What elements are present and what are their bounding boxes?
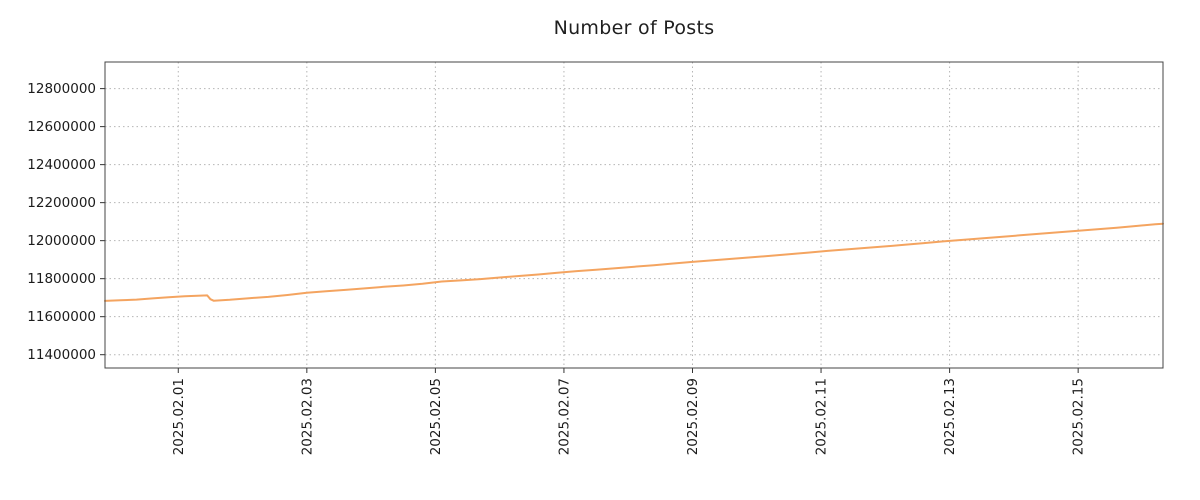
- data-series: [104, 222, 1164, 302]
- x-tick-label: 2025.02.07: [556, 378, 572, 455]
- x-tick-label: 2025.02.13: [942, 378, 958, 455]
- y-tick-label: 12200000: [27, 195, 96, 211]
- y-tick-label: 11600000: [27, 309, 96, 325]
- y-tick-label: 12000000: [27, 233, 96, 249]
- x-tick-label: 2025.02.09: [685, 378, 701, 455]
- x-tick-label: 2025.02.15: [1071, 378, 1087, 455]
- y-tick-label: 11800000: [27, 271, 96, 287]
- y-tick-label: 12800000: [27, 81, 96, 97]
- y-tick-label: 11400000: [27, 347, 96, 363]
- series-line-number-of-posts: [104, 222, 1164, 302]
- x-tick-labels: 2025.02.01 2025.02.03 2025.02.05 2025.02.07…: [171, 378, 1087, 455]
- chart-title: Number of Posts: [553, 17, 715, 39]
- tick-marks: [100, 88, 1079, 373]
- x-tick-label: 2025.02.05: [428, 378, 444, 455]
- plot-border: [104, 61, 1164, 369]
- y-tick-label: 12600000: [27, 119, 96, 135]
- x-tick-label: 2025.02.11: [814, 378, 830, 455]
- y-tick-labels: 11400000 11600000 11800000 12000000 12200000…: [27, 81, 96, 363]
- y-tick-label: 12400000: [27, 157, 96, 173]
- x-tick-label: 2025.02.03: [299, 378, 315, 455]
- gridlines: [105, 62, 1163, 368]
- x-tick-label: 2025.02.01: [171, 378, 187, 455]
